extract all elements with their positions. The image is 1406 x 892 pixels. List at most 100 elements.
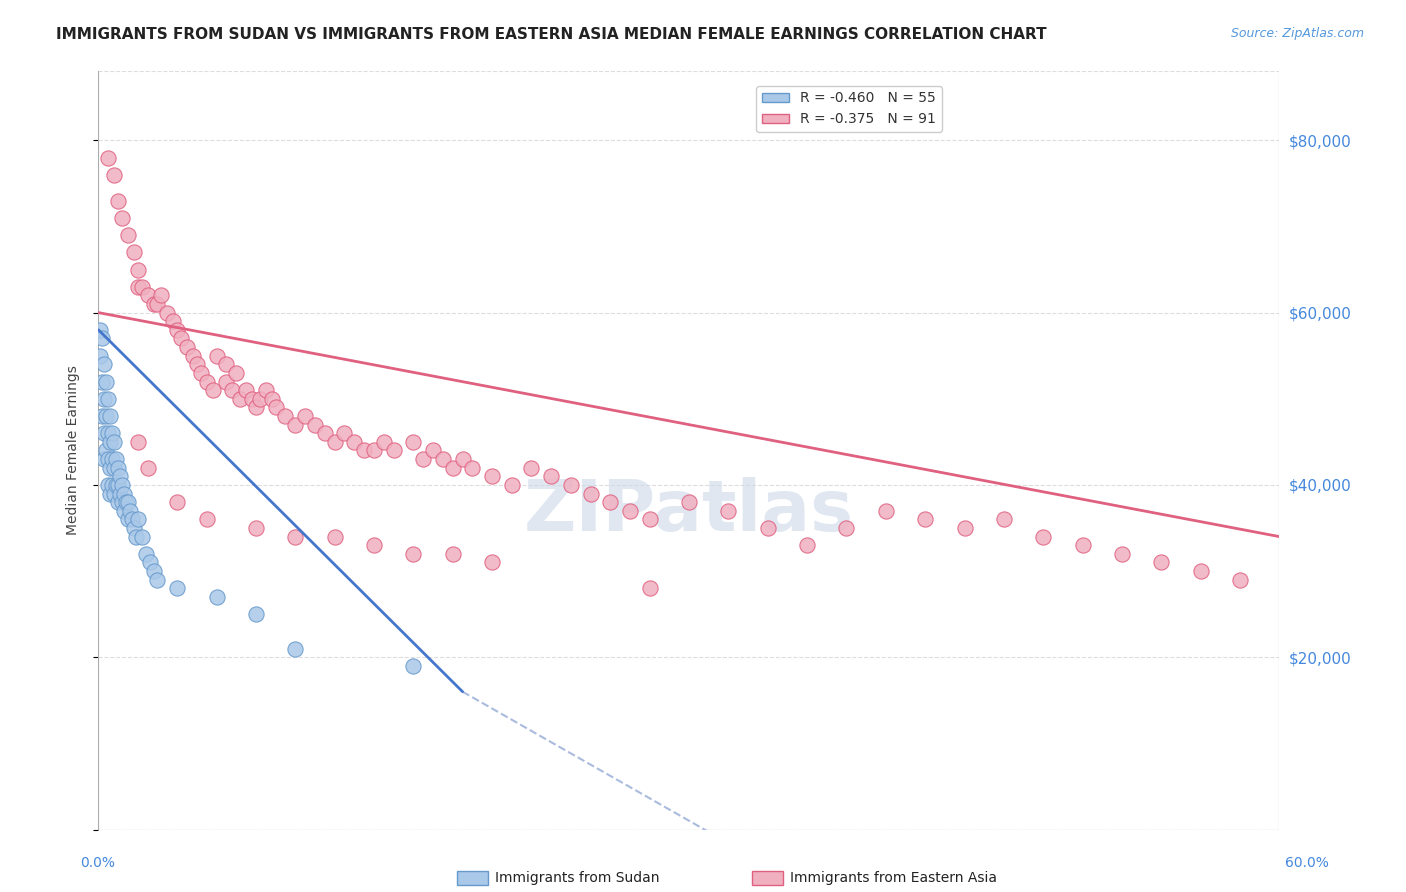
Point <box>432 452 454 467</box>
Point <box>205 349 228 363</box>
Point <box>131 530 153 544</box>
Point <box>91 409 114 423</box>
Text: 60.0%: 60.0% <box>1285 856 1329 870</box>
Point <box>127 262 149 277</box>
Point <box>111 211 134 225</box>
Point <box>461 460 484 475</box>
Point <box>294 409 316 423</box>
Point <box>245 607 267 622</box>
Point <box>121 512 143 526</box>
Point <box>254 383 277 397</box>
Point <box>93 357 115 371</box>
Point <box>304 417 326 432</box>
Point <box>373 434 395 449</box>
Point <box>105 478 128 492</box>
Text: Immigrants from Eastern Asia: Immigrants from Eastern Asia <box>790 871 997 885</box>
Point <box>112 504 135 518</box>
Point <box>1229 573 1251 587</box>
Point <box>103 434 125 449</box>
Point <box>118 504 141 518</box>
Text: Source: ZipAtlas.com: Source: ZipAtlas.com <box>1230 27 1364 40</box>
Point <box>560 478 582 492</box>
Point <box>166 495 188 509</box>
Point <box>142 297 165 311</box>
Point <box>93 452 115 467</box>
Point <box>170 331 193 345</box>
Point <box>1150 556 1173 570</box>
Point <box>97 151 120 165</box>
Point <box>166 582 188 596</box>
Point <box>97 392 120 406</box>
Point <box>89 349 111 363</box>
Point <box>111 478 134 492</box>
Point <box>481 556 503 570</box>
Point <box>117 512 139 526</box>
Point <box>91 331 114 345</box>
Point <box>717 504 740 518</box>
Point <box>333 426 356 441</box>
Point <box>107 495 129 509</box>
Point <box>131 279 153 293</box>
Point <box>150 288 173 302</box>
Point <box>97 426 120 441</box>
Point <box>98 486 121 500</box>
Point <box>103 486 125 500</box>
Text: ZIPatlas: ZIPatlas <box>524 476 853 546</box>
Point <box>201 383 224 397</box>
Point <box>127 512 149 526</box>
Point <box>1111 547 1133 561</box>
Point <box>599 495 621 509</box>
Point <box>619 504 641 518</box>
Point <box>363 538 385 552</box>
Point <box>101 452 124 467</box>
Point <box>260 392 283 406</box>
Point <box>107 194 129 208</box>
Point <box>111 495 134 509</box>
Point <box>284 417 307 432</box>
Point <box>112 486 135 500</box>
Point <box>215 357 238 371</box>
Point <box>195 512 218 526</box>
Point <box>107 478 129 492</box>
Point <box>97 452 120 467</box>
Point <box>138 556 160 570</box>
Point <box>363 443 385 458</box>
Point <box>245 401 267 415</box>
Point <box>284 641 307 656</box>
Point <box>115 495 138 509</box>
Point <box>441 547 464 561</box>
Text: IMMIGRANTS FROM SUDAN VS IMMIGRANTS FROM EASTERN ASIA MEDIAN FEMALE EARNINGS COR: IMMIGRANTS FROM SUDAN VS IMMIGRANTS FROM… <box>56 27 1047 42</box>
Point <box>441 460 464 475</box>
Point <box>796 538 818 552</box>
Point <box>314 426 336 441</box>
Point <box>382 443 405 458</box>
Point <box>993 512 1015 526</box>
Point <box>1071 538 1094 552</box>
Point <box>1032 530 1054 544</box>
Point <box>229 392 252 406</box>
Point <box>97 478 120 492</box>
Point <box>343 434 366 449</box>
Point <box>98 460 121 475</box>
Point <box>205 590 228 604</box>
Point <box>875 504 897 518</box>
Point <box>135 547 157 561</box>
Text: 0.0%: 0.0% <box>80 856 115 870</box>
Point <box>91 375 114 389</box>
Point <box>93 392 115 406</box>
Point <box>108 486 131 500</box>
Point <box>156 305 179 319</box>
Point <box>142 564 165 578</box>
Point <box>195 375 218 389</box>
Point <box>638 512 661 526</box>
Point <box>136 288 159 302</box>
Point <box>93 426 115 441</box>
Point <box>412 452 434 467</box>
Point <box>402 547 425 561</box>
Point <box>914 512 936 526</box>
Point <box>122 521 145 535</box>
Legend: R = -0.460   N = 55, R = -0.375   N = 91: R = -0.460 N = 55, R = -0.375 N = 91 <box>756 86 942 132</box>
Point <box>96 443 118 458</box>
Point <box>835 521 858 535</box>
Y-axis label: Median Female Earnings: Median Female Earnings <box>66 366 80 535</box>
